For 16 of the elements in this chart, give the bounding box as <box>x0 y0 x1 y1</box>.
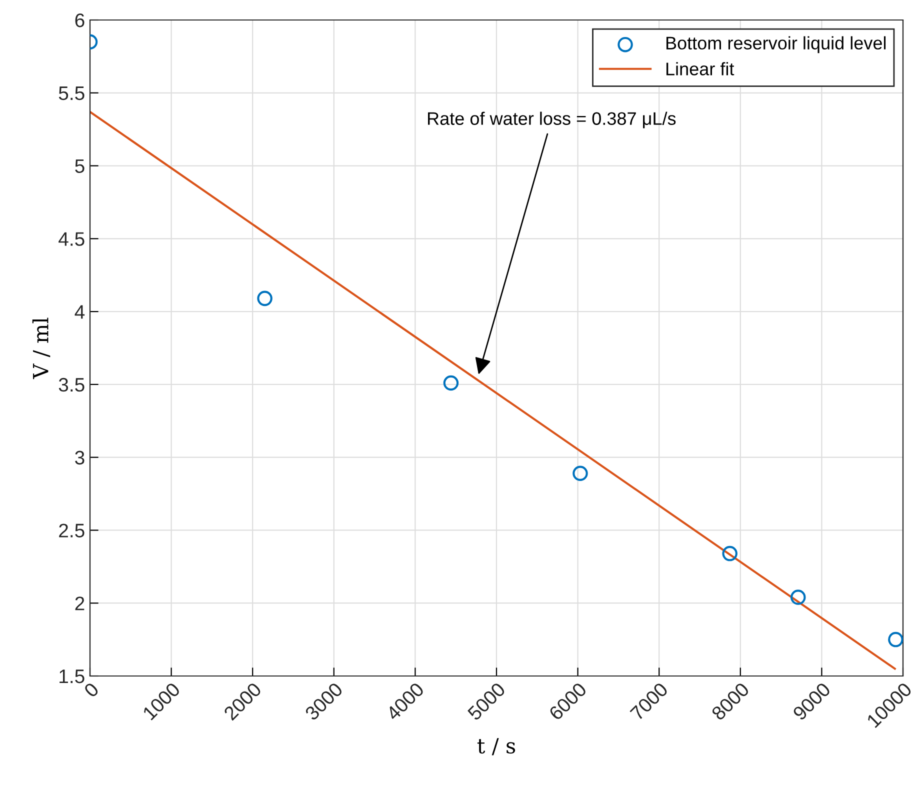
y-axis-title: V / ml <box>32 318 50 380</box>
x-tick-label: 0 <box>83 682 100 698</box>
legend-label: Linear fit <box>666 62 734 76</box>
y-tick-label: 3.5 <box>58 378 84 392</box>
y-tick-label: 3 <box>75 450 84 465</box>
y-tick-label: 2.5 <box>59 524 84 538</box>
y-tick-label: 4.5 <box>58 232 84 246</box>
annotation: Rate of water loss = 0.387 μL/s <box>428 112 676 128</box>
y-tick-label: 2 <box>75 596 84 610</box>
legend-label: Bottom reservoir liquid level <box>666 36 886 54</box>
x-axis-title: t / s <box>477 738 516 756</box>
y-tick-label: 6 <box>75 13 84 28</box>
y-tick-label: 4 <box>74 305 85 319</box>
y-tick-label: 5 <box>75 159 84 174</box>
y-tick-label: 5.5 <box>58 86 84 100</box>
y-tick-label: 1.5 <box>60 670 84 684</box>
